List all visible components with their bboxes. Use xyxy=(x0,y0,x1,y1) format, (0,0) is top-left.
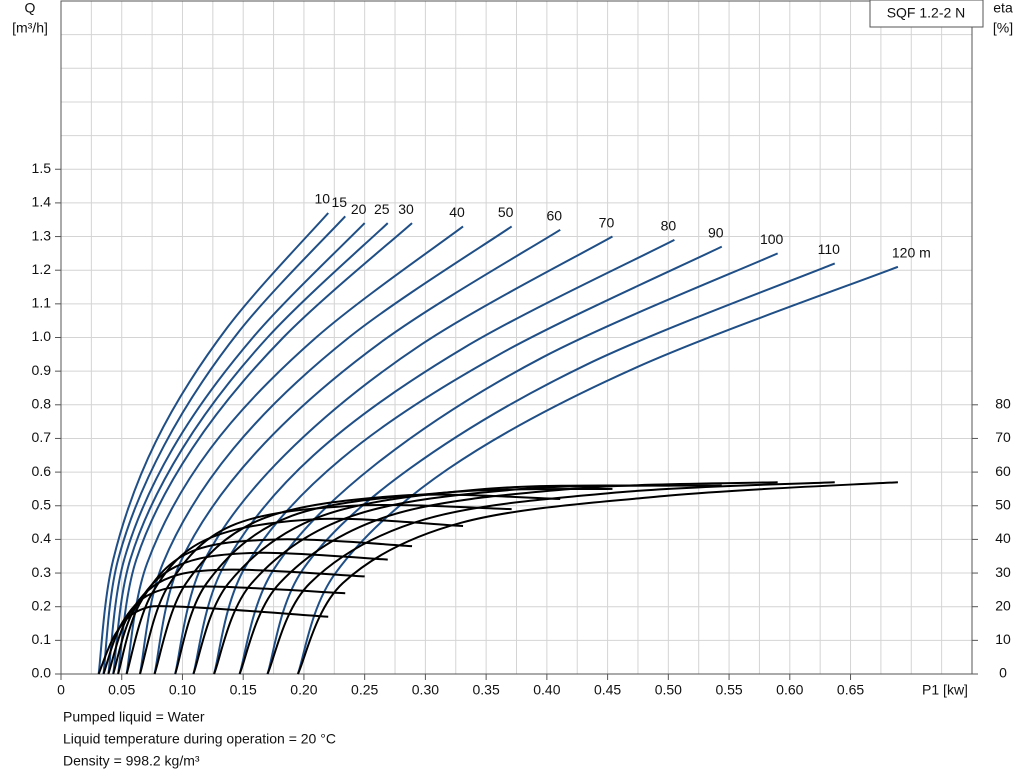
y-tick-label: 1.0 xyxy=(32,328,52,344)
y2-tick-label: 50 xyxy=(995,496,1011,512)
curve-label: 15 xyxy=(331,194,347,210)
flow-curve xyxy=(296,265,899,675)
y-tick-label: 1.3 xyxy=(32,227,52,243)
y-tick-label: 1.2 xyxy=(32,261,52,277)
y-tick-label: 0.3 xyxy=(32,564,52,580)
note: Density = 998.2 kg/m³ xyxy=(63,753,200,769)
curve-label: 25 xyxy=(374,201,390,217)
x-tick-label: 0.30 xyxy=(412,682,439,698)
y-axis-label: Q xyxy=(25,0,36,16)
x-tick-label: 0.45 xyxy=(594,682,621,698)
flow-curve xyxy=(238,252,779,675)
flow-curve xyxy=(125,225,464,675)
x-tick-label: 0.35 xyxy=(473,682,500,698)
flow-curve xyxy=(213,245,723,675)
curve-label: 110 xyxy=(818,241,841,257)
curve-label: 80 xyxy=(661,218,677,234)
y-tick-label: 1.4 xyxy=(32,194,52,210)
x-tick-label: 0.15 xyxy=(230,682,257,698)
y-tick-label: 0.7 xyxy=(32,429,52,445)
chart-title: SQF 1.2-2 N xyxy=(887,5,966,21)
flow-curve xyxy=(97,212,329,675)
curve-label: 20 xyxy=(351,201,367,217)
y2-tick-label: 60 xyxy=(995,463,1011,479)
y-tick-label: 0.0 xyxy=(32,665,52,681)
x-tick-label: 0.60 xyxy=(776,682,803,698)
y2-tick-label: 80 xyxy=(995,396,1011,412)
curve-label: 30 xyxy=(398,201,414,217)
y2-tick-label: 10 xyxy=(995,631,1011,647)
grid xyxy=(60,0,973,675)
y-tick-label: 1.5 xyxy=(32,160,52,176)
y-tick-label: 0.5 xyxy=(32,496,52,512)
curve-label: 90 xyxy=(708,224,724,240)
curve-label: 100 xyxy=(760,231,784,247)
y-axis-unit: [m³/h] xyxy=(12,20,48,36)
efficiency-curve xyxy=(139,503,512,675)
title-box xyxy=(869,0,984,28)
y-tick-label: 0.9 xyxy=(32,362,52,378)
flow-curve xyxy=(153,228,561,675)
y-tick-label: 1.1 xyxy=(32,295,52,311)
y-tick-label: 0.4 xyxy=(32,530,52,546)
efficiency-curve xyxy=(296,481,898,675)
x-tick-label: 0.55 xyxy=(715,682,742,698)
curve-label: 50 xyxy=(498,204,514,220)
y2-tick-label: 0 xyxy=(999,665,1007,681)
y2-tick-label: 70 xyxy=(995,429,1011,445)
curve-label: 10 xyxy=(314,191,330,207)
curve-label: 120 m xyxy=(892,245,931,261)
y-tick-label: 0.1 xyxy=(32,631,52,647)
note: Pumped liquid = Water xyxy=(63,709,205,725)
flow-curve xyxy=(266,262,836,675)
y2-tick-label: 40 xyxy=(995,530,1011,546)
flow-curve xyxy=(192,239,675,675)
curve-label: 60 xyxy=(546,208,562,224)
note: Liquid temperature during operation = 20… xyxy=(63,731,336,747)
curve-label: 40 xyxy=(449,204,465,220)
y2-tick-label: 30 xyxy=(995,564,1011,580)
flow-curve xyxy=(112,222,389,675)
x-tick-label: 0.05 xyxy=(108,682,135,698)
flow-curve xyxy=(107,222,366,675)
x-tick-label: 0.50 xyxy=(655,682,682,698)
x-tick-label: 0.25 xyxy=(351,682,378,698)
curve-label: 70 xyxy=(599,214,615,230)
efficiency-curve xyxy=(107,568,365,675)
y2-axis-label: eta xyxy=(993,0,1013,16)
efficiency-curve xyxy=(238,481,778,675)
y-tick-label: 0.8 xyxy=(32,396,52,412)
x-axis-label: P1 [kw] xyxy=(922,682,968,698)
x-tick-label: 0.10 xyxy=(169,682,196,698)
efficiency-curve xyxy=(266,481,835,675)
x-tick-label: 0.20 xyxy=(290,682,317,698)
efficiency-curve xyxy=(112,551,388,675)
y2-axis-unit: [%] xyxy=(993,20,1013,36)
x-tick-label: 0 xyxy=(57,682,65,698)
flow-curve xyxy=(102,215,346,675)
x-tick-label: 0.65 xyxy=(837,682,864,698)
y-tick-label: 0.6 xyxy=(32,463,52,479)
efficiency-curve xyxy=(153,493,561,675)
y-tick-label: 0.2 xyxy=(32,597,52,613)
flow-curve xyxy=(117,222,413,675)
flow-curve xyxy=(174,235,613,675)
y2-tick-label: 20 xyxy=(995,597,1011,613)
x-tick-label: 0.40 xyxy=(533,682,560,698)
efficiency-curve xyxy=(125,517,464,675)
